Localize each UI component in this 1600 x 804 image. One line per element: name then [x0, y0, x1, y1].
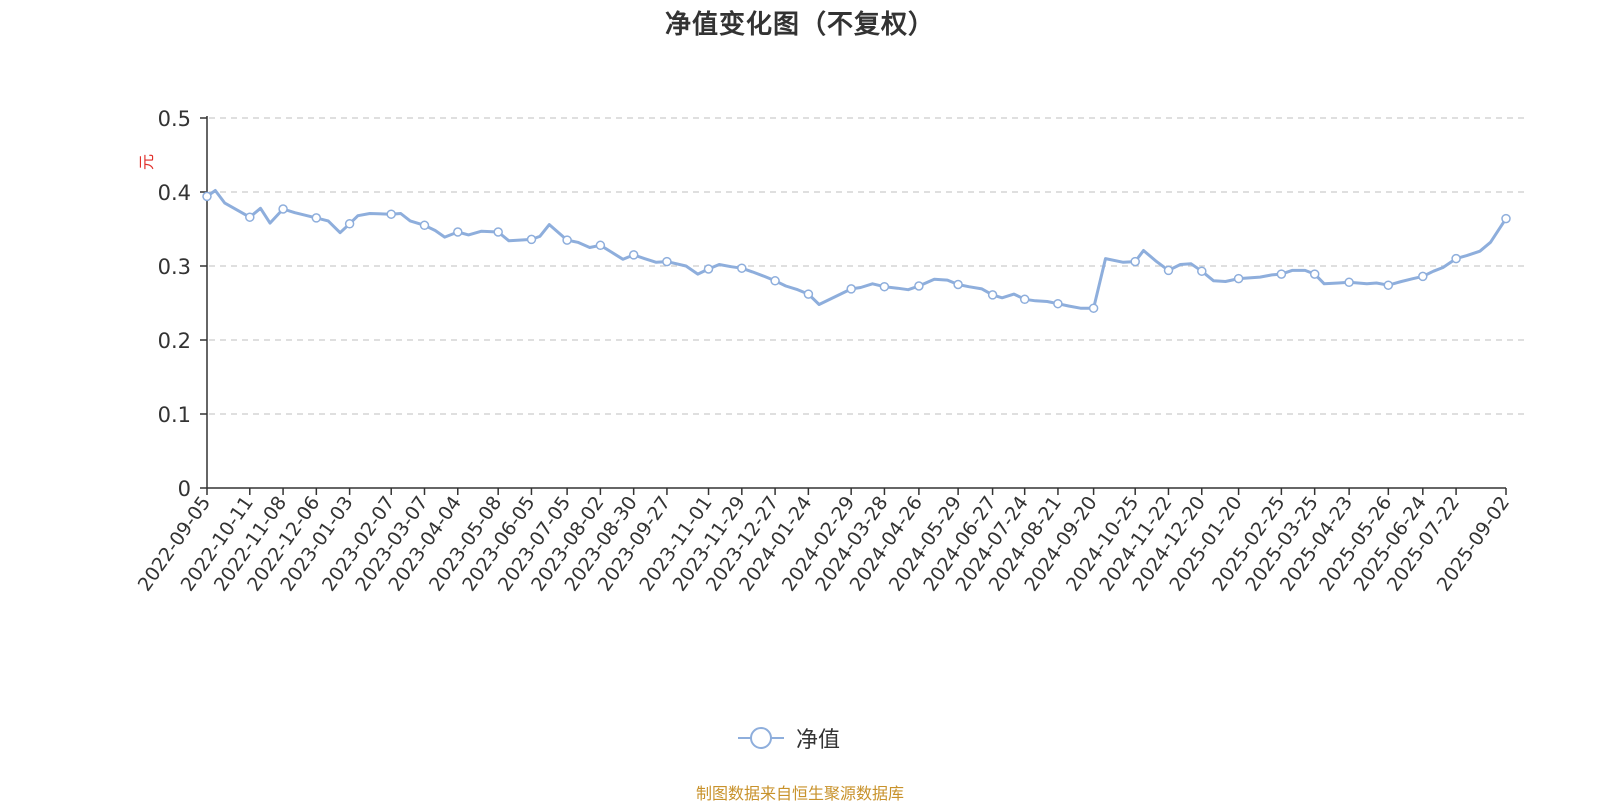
data-point	[344, 219, 355, 229]
data-point	[1418, 271, 1428, 282]
data-point	[914, 281, 924, 291]
y-tick-label: 0.4	[158, 181, 191, 205]
y-tick-label: 0.1	[158, 403, 191, 427]
y-tick-label: 0.3	[158, 255, 191, 279]
data-point	[1451, 253, 1461, 264]
data-point	[1019, 294, 1030, 305]
y-tick-labels: 0 0.1 0.2 0.3 0.4 0.5	[158, 107, 191, 501]
series-net-value	[202, 189, 1511, 313]
data-point	[628, 250, 639, 260]
x-tick-labels: 2022-09-052022-10-112022-11-082022-12-06…	[134, 492, 1514, 595]
data-point	[595, 240, 606, 251]
data-point	[278, 204, 288, 214]
series-line	[206, 189, 1508, 310]
data-point	[770, 276, 780, 286]
data-point	[1088, 303, 1099, 313]
data-point	[1501, 213, 1511, 224]
y-tick-label: 0.2	[158, 329, 191, 353]
y-tick-label: 0.5	[158, 107, 191, 131]
data-point	[1276, 269, 1287, 279]
data-point	[1053, 298, 1063, 309]
grid-lines	[209, 117, 1528, 415]
data-point	[1130, 256, 1140, 267]
data-point	[803, 289, 814, 299]
data-point	[1197, 266, 1207, 276]
axes	[200, 116, 1507, 495]
data-point	[1309, 269, 1320, 279]
data-point	[1383, 280, 1394, 290]
data-point	[493, 227, 503, 237]
legend[interactable]: 净值	[738, 722, 840, 754]
legend-line-marker-icon	[738, 727, 784, 749]
data-point	[1344, 277, 1354, 288]
y-axis-unit-label: 元	[137, 154, 156, 170]
data-point	[987, 290, 998, 300]
data-point	[662, 256, 672, 267]
data-point	[953, 279, 963, 290]
data-point	[703, 264, 714, 274]
data-point	[386, 209, 396, 219]
data-point	[245, 212, 255, 222]
source-note: 制图数据来自恒生聚源数据库	[695, 784, 904, 803]
data-point	[737, 263, 747, 273]
data-point	[1163, 265, 1174, 276]
data-point	[526, 234, 537, 245]
y-tick-label: 0	[178, 477, 191, 501]
data-point	[846, 284, 856, 294]
data-point	[879, 281, 890, 292]
data-point	[1233, 273, 1244, 284]
data-point	[562, 235, 572, 245]
legend-label: 净值	[796, 728, 841, 753]
chart-title: 净值变化图（不复权）	[664, 10, 935, 40]
data-point	[311, 213, 322, 223]
data-point	[202, 191, 212, 202]
data-point	[453, 227, 463, 237]
data-point	[419, 220, 430, 231]
